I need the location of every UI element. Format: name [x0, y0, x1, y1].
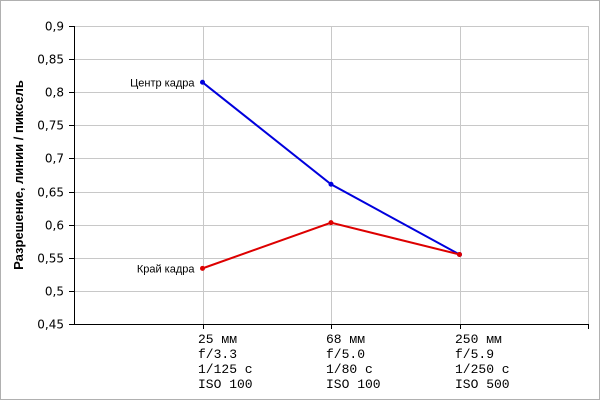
- y-tick-label: 0,65: [37, 186, 64, 200]
- grid-layer: [74, 26, 589, 324]
- x-tick-label: f/5.9: [455, 347, 494, 362]
- series-label: Центр кадра: [130, 77, 195, 89]
- y-tick-label: 0,55: [37, 252, 64, 266]
- y-tick-label: 0,45: [37, 318, 64, 332]
- series-annotations: Центр кадра Край кадра: [130, 77, 195, 275]
- y-tick-label: 0,75: [37, 119, 64, 133]
- y-tick-label: 0,9: [45, 20, 64, 34]
- y-tick-label: 0,85: [37, 53, 64, 67]
- x-tick-label: 250 мм: [455, 332, 502, 347]
- series-label: Край кадра: [137, 263, 196, 275]
- x-tick-label: 25 мм: [198, 332, 237, 347]
- y-tick-label: 0,8: [45, 86, 64, 100]
- axis-layer: [69, 26, 589, 329]
- x-tick-label: ISO 100: [326, 377, 381, 392]
- x-tick-label: 1/125 с: [198, 362, 253, 377]
- x-tick-label: 1/80 с: [326, 362, 373, 377]
- y-tick-label: 0,7: [45, 152, 64, 166]
- data-point: [457, 251, 462, 257]
- y-axis-label: Разрешение, линии / пиксель: [11, 80, 26, 270]
- data-point: [328, 220, 334, 226]
- data-point: [200, 79, 205, 85]
- y-tick-label: 0,5: [45, 285, 64, 299]
- x-tick-label: f/5.0: [326, 347, 365, 362]
- x-tick-label: 68 мм: [326, 332, 365, 347]
- x-tick-label: f/3.3: [198, 347, 237, 362]
- y-tick-labels: 0,45 0,5 0,55 0,6 0,65 0,7 0,75 0,8 0,85 0,9: [37, 20, 64, 332]
- data-point: [328, 181, 334, 187]
- y-tick-label: 0,6: [45, 219, 64, 233]
- x-tick-label: ISO 100: [198, 377, 253, 392]
- x-tick-label: ISO 500: [455, 377, 510, 392]
- series-layer: [200, 79, 462, 271]
- x-tick-label: 1/250 с: [455, 362, 510, 377]
- data-point: [200, 265, 205, 271]
